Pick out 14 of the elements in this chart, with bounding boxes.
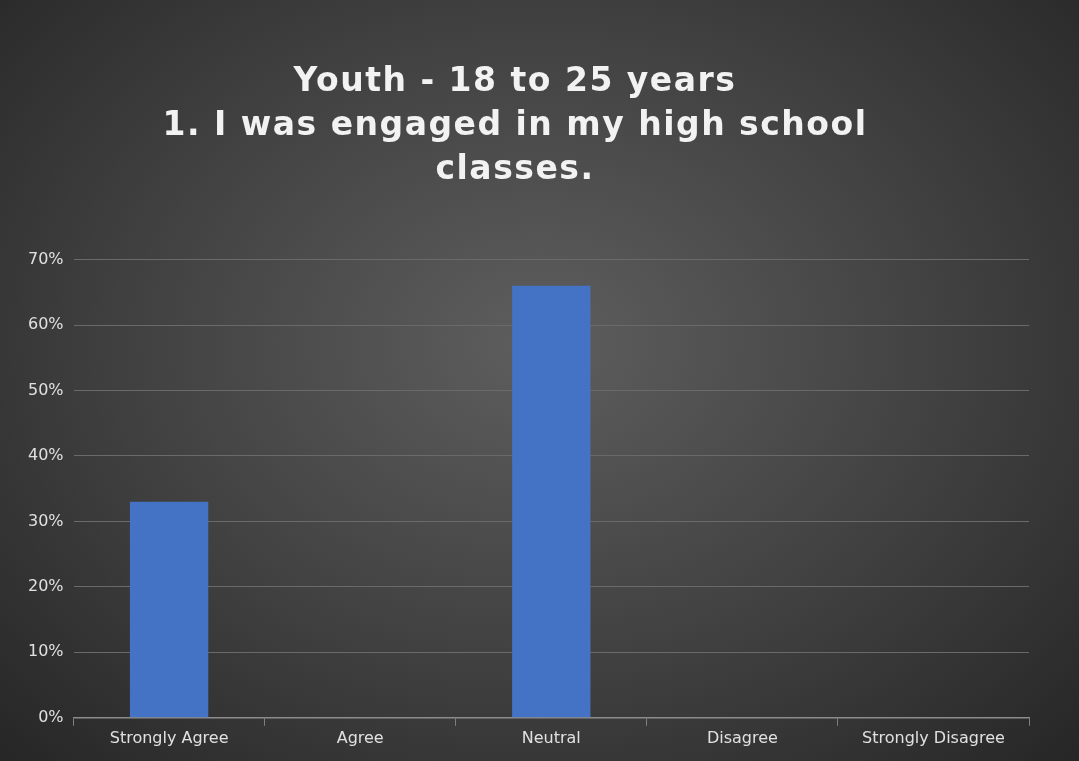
y-tick-label: 60%	[28, 314, 64, 334]
y-tick-label: 40%	[28, 445, 64, 465]
y-tick-label: 30%	[28, 510, 64, 530]
y-tick-label: 70%	[28, 248, 64, 268]
x-tick-label: Strongly Disagree	[862, 727, 1005, 747]
y-tick-label: 0%	[38, 706, 64, 726]
chart-title: Youth - 18 to 25 years 1. I was engaged in my high school classes.	[161, 59, 869, 189]
y-tick-label: 10%	[28, 641, 64, 661]
y-tick-label: 50%	[28, 379, 64, 399]
x-tick-label: Disagree	[706, 727, 778, 747]
y-tick-label: 20%	[28, 576, 64, 596]
x-tick-label: Agree	[336, 727, 384, 747]
x-tick-label: Strongly Agree	[109, 727, 229, 747]
x-tick-label: Neutral	[521, 727, 581, 747]
